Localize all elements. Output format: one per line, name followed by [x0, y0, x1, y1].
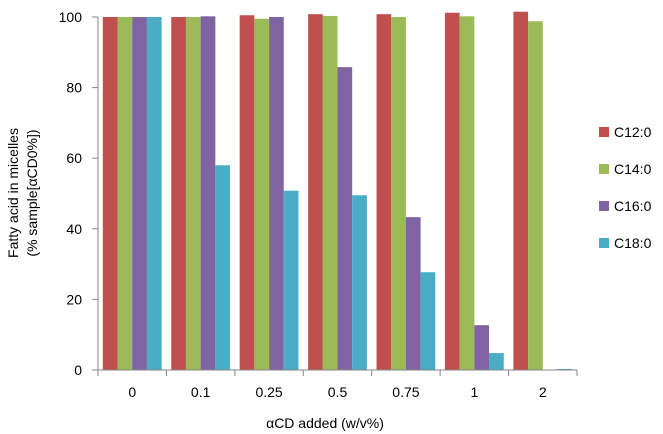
bar	[337, 67, 353, 370]
bar	[185, 17, 201, 370]
bar	[215, 165, 231, 370]
bar	[171, 17, 186, 370]
y-tick-label: 20	[66, 291, 82, 307]
legend-item: C16:0	[599, 198, 652, 214]
bar	[513, 11, 529, 371]
x-tick-label: 0.75	[392, 384, 419, 400]
y-axis-title-line2: (% sample[αCD0%])	[24, 129, 40, 256]
legend-label: C12:0	[614, 124, 652, 140]
bar	[528, 21, 543, 371]
bar	[557, 368, 573, 370]
x-tick-label: 0.25	[255, 384, 282, 400]
bar	[308, 14, 323, 371]
bar	[352, 195, 367, 370]
bar	[117, 17, 133, 370]
axes	[92, 16, 578, 376]
x-axis-title: αCD added (w/v%)	[266, 415, 384, 431]
bar	[102, 17, 118, 370]
legend-swatch	[599, 127, 609, 137]
legend-item: C12:0	[599, 124, 652, 140]
legend-swatch	[599, 238, 609, 248]
y-tick-label: 100	[59, 9, 83, 25]
bar	[254, 18, 270, 370]
bar	[474, 325, 490, 370]
x-tick-label: 1	[470, 384, 478, 400]
bar	[444, 12, 460, 370]
y-tick-label: 40	[66, 221, 82, 237]
x-tick-label: 0.5	[328, 384, 348, 400]
x-tick-label: 0.1	[191, 384, 211, 400]
legend-label: C16:0	[614, 198, 652, 214]
bar	[239, 15, 255, 371]
y-axis-title: Fatty acid in micelles (% sample[αCD0%])	[5, 128, 40, 258]
y-tick-label: 60	[66, 150, 82, 166]
bar	[459, 16, 475, 370]
x-tick-label: 2	[539, 384, 547, 400]
bar	[391, 17, 406, 370]
bar	[269, 17, 284, 370]
bar	[283, 190, 299, 370]
bar	[420, 272, 436, 370]
legend-item: C18:0	[599, 235, 652, 251]
legend-swatch	[599, 164, 609, 174]
x-tick-label: 0	[128, 384, 136, 400]
y-tick-labels: 0 20 40 60 80 100	[59, 9, 83, 378]
bar	[489, 353, 504, 370]
legend-label: C18:0	[614, 235, 652, 251]
bar	[376, 14, 392, 371]
bars	[102, 11, 573, 371]
y-tick-label: 80	[66, 80, 82, 96]
legend-item: C14:0	[599, 161, 652, 177]
legend: C12:0 C14:0 C16:0 C18:0	[599, 124, 652, 251]
bar	[200, 16, 216, 370]
y-axis-title-line1: Fatty acid in micelles	[5, 128, 21, 258]
legend-swatch	[599, 201, 609, 211]
bar	[405, 217, 421, 370]
legend-label: C14:0	[614, 161, 652, 177]
y-tick-label: 0	[74, 362, 82, 378]
bar	[146, 17, 162, 370]
x-tick-labels: 0 0.1 0.25 0.5 0.75 1 2	[128, 384, 547, 400]
bar	[322, 15, 338, 370]
bar	[132, 17, 147, 370]
